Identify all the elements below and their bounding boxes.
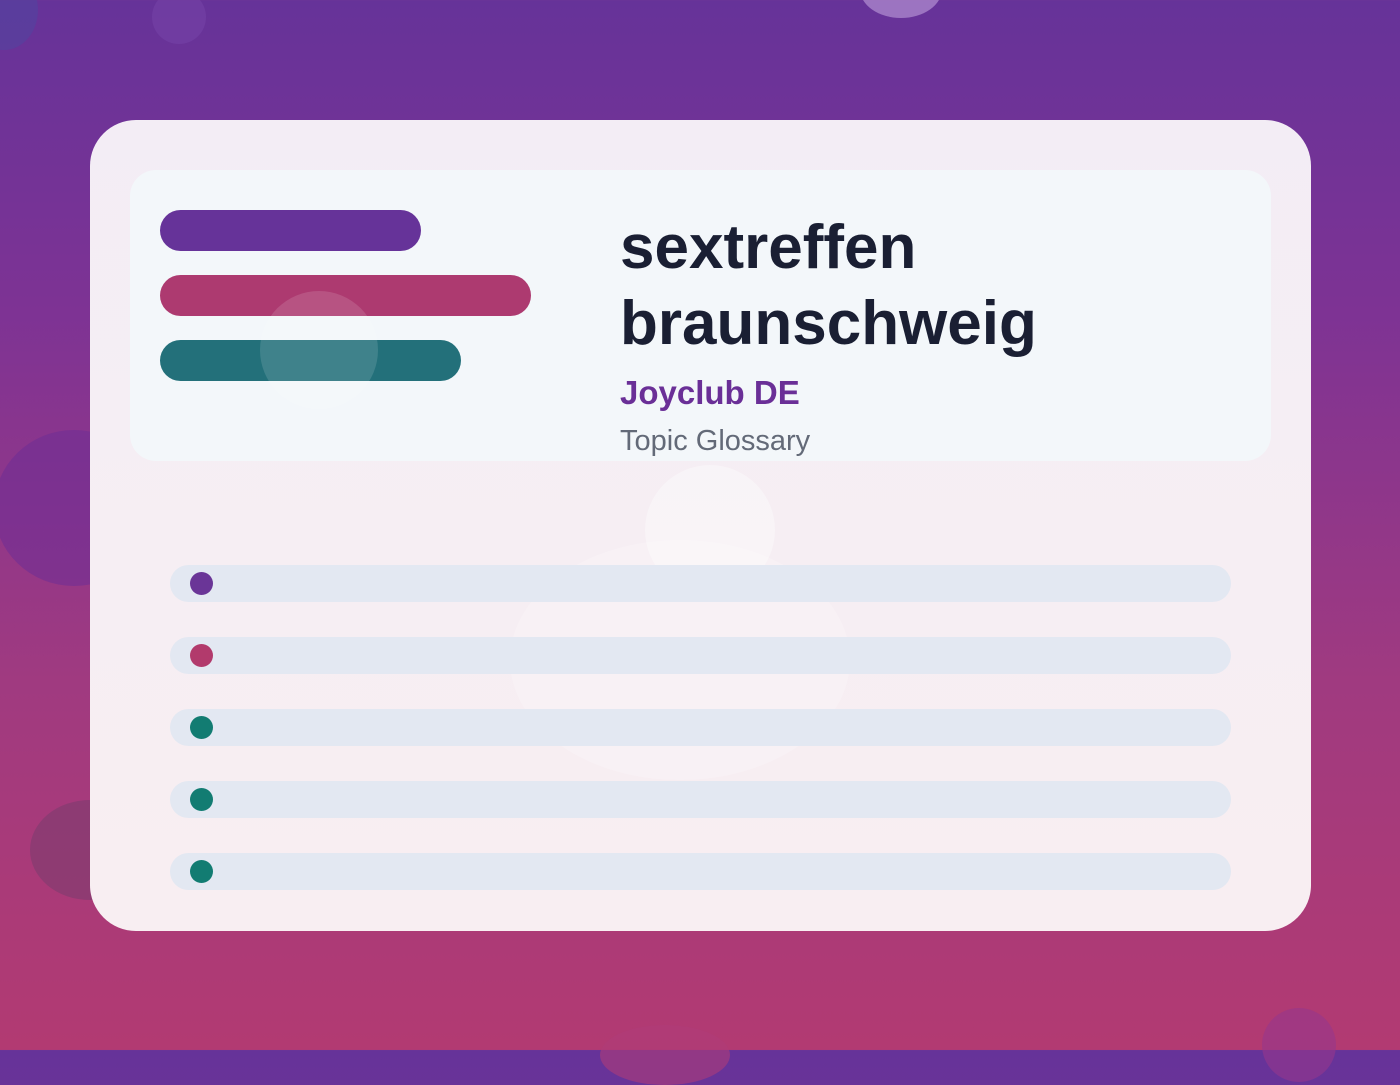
brand-name: Joyclub DE xyxy=(620,374,800,411)
background-bubble xyxy=(1262,1008,1336,1082)
background-bubble xyxy=(860,0,942,18)
page-title: sextreffen braunschweig xyxy=(620,210,1037,362)
title-line-2: braunschweig xyxy=(620,289,1037,358)
title-line-1: sextreffen xyxy=(620,213,917,282)
bullet-dot xyxy=(190,644,213,667)
header-panel: sextreffen braunschweig Joyclub DE Topic… xyxy=(130,170,1271,461)
list-row-2 xyxy=(170,637,1231,674)
list-row-3 xyxy=(170,709,1231,746)
accent-bar-teal xyxy=(160,340,461,381)
background-bubble xyxy=(600,1025,730,1085)
list-row-4 xyxy=(170,781,1231,818)
panel-glow xyxy=(260,291,378,409)
background-bubble xyxy=(152,0,206,44)
background-bubble xyxy=(0,0,38,50)
bullet-dot xyxy=(190,860,213,883)
bullet-dot xyxy=(190,788,213,811)
list-row-1 xyxy=(170,565,1231,602)
bullet-dot xyxy=(190,716,213,739)
accent-bar-pink xyxy=(160,275,531,316)
list-row-5 xyxy=(170,853,1231,890)
bullet-dot xyxy=(190,572,213,595)
section-caption: Topic Glossary xyxy=(620,425,811,457)
glossary-card: sextreffen braunschweig Joyclub DE Topic… xyxy=(90,120,1311,931)
accent-bar-purple xyxy=(160,210,421,251)
